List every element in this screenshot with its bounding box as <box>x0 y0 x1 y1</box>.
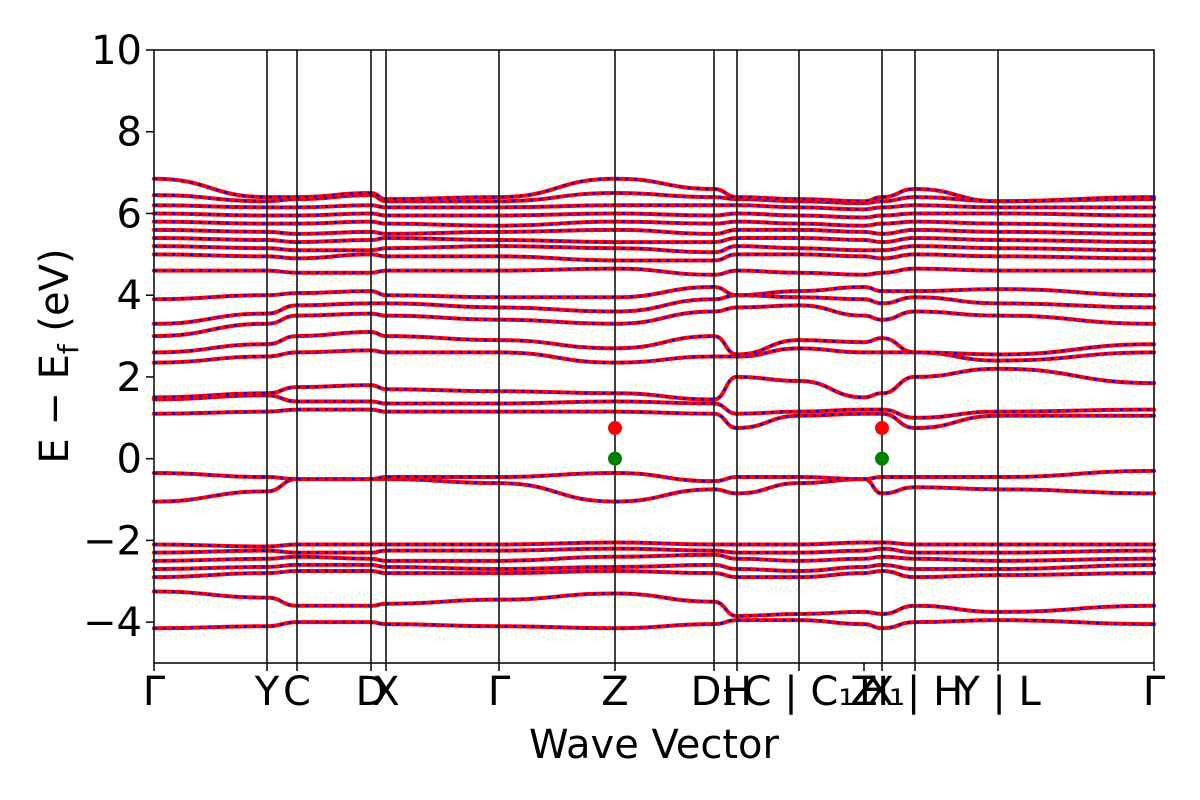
x-tick-label-12: X | H <box>867 669 963 715</box>
band-line-dotted-25 <box>153 191 1155 205</box>
band-line-dotted-6 <box>153 541 1154 548</box>
y-axis-label-sub: f <box>52 343 85 354</box>
extremum-markers <box>608 421 889 466</box>
y-tick-label-5: 6 <box>117 191 142 237</box>
band-line-11 <box>152 366 1156 402</box>
x-tick-label-4: X <box>372 669 399 715</box>
band-line-2 <box>152 569 1156 580</box>
x-tick-label-9: C | C₁ <box>744 669 855 715</box>
x-tick-label-2: C <box>283 669 311 715</box>
x-tick-label-8: H <box>722 669 752 715</box>
band-line-dotted-1 <box>153 590 1155 618</box>
band-line-dotted-13 <box>153 330 1155 356</box>
band-line-dotted-11 <box>153 367 1155 401</box>
band-line-5 <box>152 546 1156 555</box>
x-tick-label-1: Y <box>254 669 280 715</box>
y-axis-label-unit: (eV) <box>32 248 78 344</box>
band-line-dotted-2 <box>153 569 1155 579</box>
extremum-marker-1 <box>608 451 622 466</box>
y-tick-label-6: 8 <box>117 110 142 156</box>
extremum-marker-3 <box>875 451 889 466</box>
band-line-18 <box>152 252 1156 263</box>
y-tick-label-4: 4 <box>117 273 142 319</box>
plot-frame <box>153 49 1155 664</box>
bands-layer <box>152 176 1156 631</box>
x-tick-label-14: Γ <box>1143 669 1166 715</box>
x-tick-label-5: Γ <box>488 669 511 715</box>
x-tick-label-11: H₁ <box>859 669 905 715</box>
x-tick-label-0: Γ <box>143 669 166 715</box>
band-line-dotted-12 <box>153 347 1155 364</box>
band-line-17 <box>152 266 1156 277</box>
y-axis-ticks: −4 −2 0 2 4 6 8 10 <box>83 28 154 646</box>
band-line-24 <box>152 203 1156 212</box>
x-tick-label-13: Y | L <box>954 669 1041 715</box>
band-line-4 <box>152 552 1156 563</box>
x-axis-label: Wave Vector <box>529 722 780 768</box>
band-line-19 <box>152 244 1156 255</box>
band-line-6 <box>152 540 1156 549</box>
y-axis-label-main: E − E <box>32 354 78 464</box>
band-line-8 <box>152 468 1156 484</box>
kpoint-vlines <box>266 50 999 663</box>
extremum-marker-2 <box>875 421 889 436</box>
y-tick-label-2: 0 <box>117 437 142 483</box>
y-tick-label-3: 2 <box>117 355 142 401</box>
x-tick-label-6: Z <box>601 669 628 715</box>
band-line-dotted-5 <box>153 547 1155 554</box>
band-line-22 <box>152 219 1156 228</box>
y-axis-label: E − Ef (eV) <box>32 248 85 463</box>
x-tick-label-7: D₁ <box>691 669 738 715</box>
band-line-dotted-7 <box>153 477 1155 503</box>
band-line-0 <box>152 618 1156 631</box>
y-tick-label-7: 10 <box>91 28 142 74</box>
band-line-16 <box>152 285 1156 302</box>
band-line-20 <box>152 235 1156 245</box>
band-line-14 <box>152 303 1156 339</box>
band-line-1 <box>152 589 1156 619</box>
y-tick-label-0: −4 <box>83 600 142 646</box>
y-tick-label-1: −2 <box>83 518 142 564</box>
x-tick-label-10: Z <box>850 669 877 715</box>
band-line-21 <box>152 227 1156 236</box>
extremum-marker-0 <box>608 421 622 436</box>
x-tick-label-3: D <box>356 669 387 715</box>
band-line-23 <box>152 211 1156 220</box>
